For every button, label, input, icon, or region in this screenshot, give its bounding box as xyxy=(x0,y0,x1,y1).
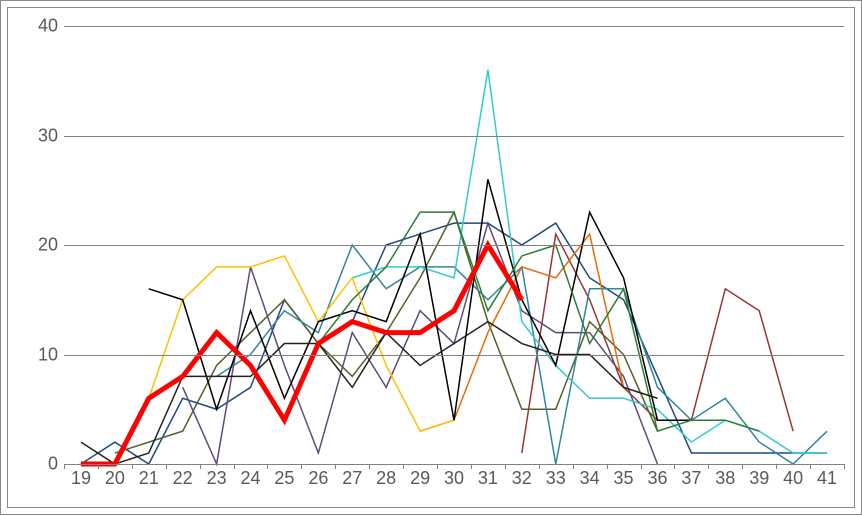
x-tick-label: 31 xyxy=(478,468,498,489)
x-tick-label: 37 xyxy=(681,468,701,489)
x-tick xyxy=(64,464,65,469)
x-tick-label: 39 xyxy=(749,468,769,489)
x-tick xyxy=(539,464,540,469)
gridline xyxy=(64,464,844,465)
x-tick xyxy=(471,464,472,469)
x-tick-label: 23 xyxy=(207,468,227,489)
x-tick xyxy=(607,464,608,469)
x-tick xyxy=(742,464,743,469)
x-tick-label: 32 xyxy=(512,468,532,489)
x-tick xyxy=(335,464,336,469)
x-tick xyxy=(98,464,99,469)
y-tick-label: 10 xyxy=(38,344,58,365)
x-tick xyxy=(674,464,675,469)
x-tick-label: 27 xyxy=(342,468,362,489)
y-tick-label: 40 xyxy=(38,16,58,37)
x-tick-label: 19 xyxy=(71,468,91,489)
x-tick xyxy=(573,464,574,469)
x-tick-label: 25 xyxy=(274,468,294,489)
x-tick xyxy=(708,464,709,469)
x-tick-label: 36 xyxy=(647,468,667,489)
x-tick-label: 29 xyxy=(410,468,430,489)
y-tick-label: 0 xyxy=(48,454,58,475)
x-tick xyxy=(776,464,777,469)
gridline xyxy=(64,26,844,27)
x-tick xyxy=(437,464,438,469)
gridline xyxy=(64,355,844,356)
x-tick-label: 34 xyxy=(580,468,600,489)
x-tick-label: 33 xyxy=(546,468,566,489)
x-tick-label: 41 xyxy=(817,468,837,489)
x-tick-label: 28 xyxy=(376,468,396,489)
x-tick xyxy=(234,464,235,469)
y-tick-label: 30 xyxy=(38,125,58,146)
plot-area: 0102030401920212223242526272829303132333… xyxy=(64,26,844,464)
y-tick-label: 20 xyxy=(38,235,58,256)
x-tick xyxy=(267,464,268,469)
x-tick-label: 35 xyxy=(614,468,634,489)
x-tick xyxy=(505,464,506,469)
x-tick xyxy=(166,464,167,469)
x-tick-label: 26 xyxy=(308,468,328,489)
x-tick xyxy=(810,464,811,469)
x-tick xyxy=(301,464,302,469)
x-tick-label: 38 xyxy=(715,468,735,489)
x-tick-label: 40 xyxy=(783,468,803,489)
x-tick-label: 30 xyxy=(444,468,464,489)
x-tick xyxy=(369,464,370,469)
x-tick-label: 22 xyxy=(173,468,193,489)
gridline xyxy=(64,245,844,246)
x-tick xyxy=(132,464,133,469)
x-tick-label: 24 xyxy=(241,468,261,489)
chart-outer-frame: 0 10 20 30 40 19 20 21 22 23 24 25 26 27 28 29 30 31 32 33 3… xyxy=(0,0,862,515)
x-tick xyxy=(200,464,201,469)
x-tick xyxy=(403,464,404,469)
x-tick-label: 20 xyxy=(105,468,125,489)
x-tick xyxy=(641,464,642,469)
x-tick xyxy=(844,464,845,469)
series-s-purple xyxy=(183,223,658,464)
chart-inner-frame: 0 10 20 30 40 19 20 21 22 23 24 25 26 27 28 29 30 31 32 33 3… xyxy=(7,7,855,508)
gridline xyxy=(64,136,844,137)
x-tick-label: 21 xyxy=(139,468,159,489)
series-s-cyan xyxy=(352,70,827,453)
